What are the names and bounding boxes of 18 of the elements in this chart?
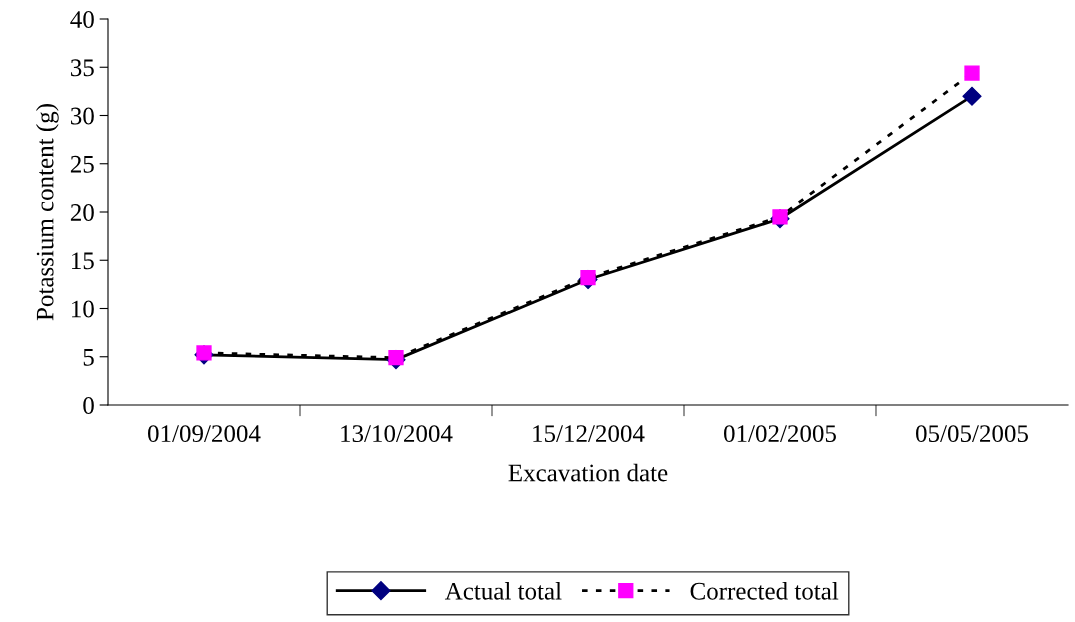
y-axis-title: Potassium content (g) <box>35 104 59 321</box>
y-tick-label: 35 <box>71 59 94 77</box>
y-tick-label: 0 <box>83 397 94 414</box>
y-tick-label: 20 <box>70 204 94 221</box>
y-tick-label: 25 <box>70 155 94 173</box>
y-tick-label: 15 <box>72 252 94 270</box>
x-tick-label: 01/02/2005 <box>724 425 836 443</box>
y-tick-label: 40 <box>70 11 94 28</box>
y-tick-label: 10 <box>72 300 94 318</box>
y-tick-label: 5 <box>83 349 94 366</box>
legend-label: Actual total <box>444 582 562 600</box>
legend-label: Corrected total <box>690 582 839 600</box>
x-axis-title: Excavation date <box>508 463 668 482</box>
x-tick-label: 15/12/2004 <box>533 425 645 443</box>
y-tick-label: 30 <box>71 107 94 125</box>
x-tick-label: 13/10/2004 <box>341 425 453 443</box>
x-tick-label: 05/05/2005 <box>916 425 1028 443</box>
x-tick-label: 01/09/2004 <box>148 425 261 443</box>
